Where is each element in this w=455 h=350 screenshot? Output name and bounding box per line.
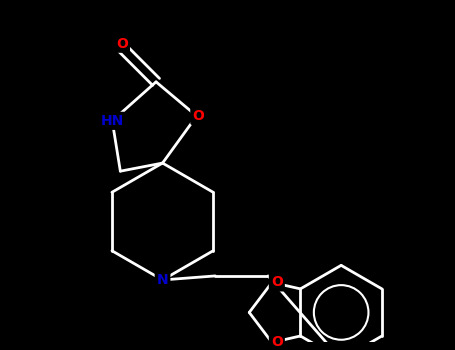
- Text: O: O: [271, 275, 283, 289]
- Text: O: O: [116, 37, 128, 51]
- Text: HN: HN: [101, 114, 124, 128]
- Text: N: N: [157, 273, 168, 287]
- Text: O: O: [271, 336, 283, 350]
- Text: O: O: [192, 109, 204, 123]
